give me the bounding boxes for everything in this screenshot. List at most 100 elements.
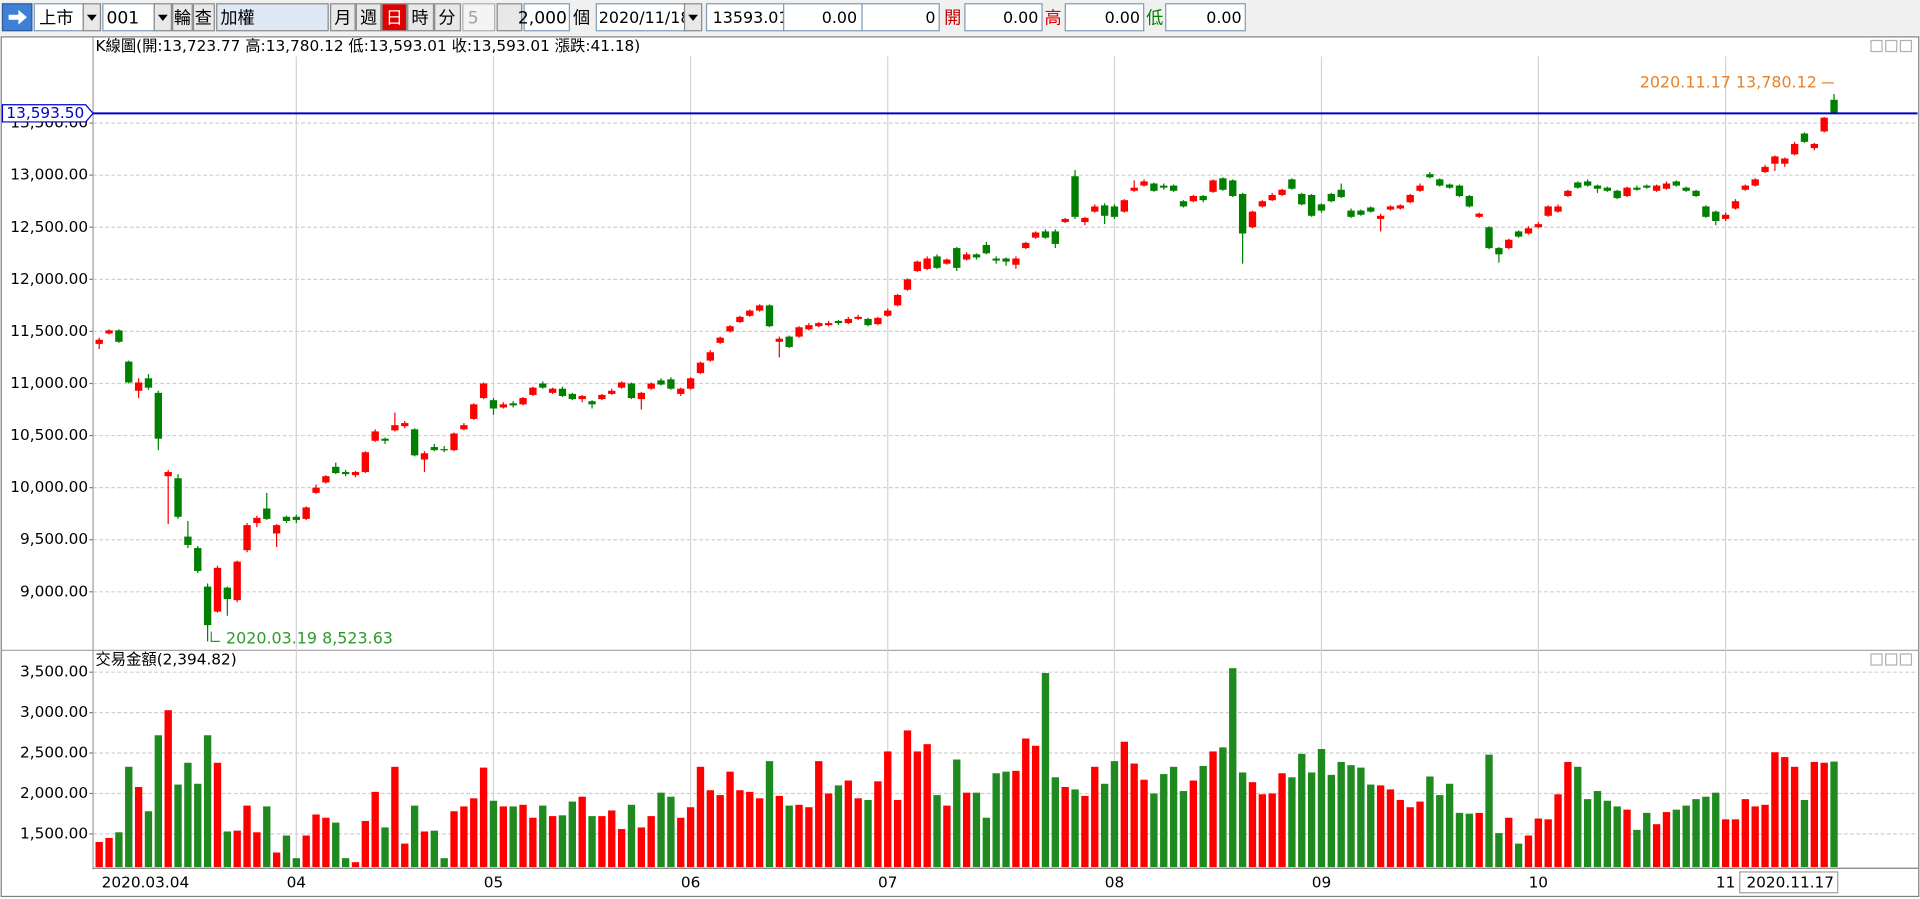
- volume-bar: [1258, 794, 1266, 868]
- candle-body: [1613, 190, 1621, 199]
- y-tick-label: 1,500.00: [20, 824, 88, 842]
- candle-body: [322, 476, 330, 483]
- panel-icon[interactable]: [1870, 653, 1883, 666]
- volume-bar: [440, 858, 448, 868]
- volume-bar: [282, 835, 291, 868]
- volume-bar: [1327, 774, 1335, 868]
- volume-bar: [1012, 770, 1020, 868]
- rotate-button[interactable]: [172, 3, 193, 32]
- period-button[interactable]: [355, 3, 382, 32]
- panel-icon[interactable]: [1899, 39, 1913, 53]
- candle-body: [1692, 190, 1700, 197]
- candle-body: [834, 320, 843, 324]
- volume-bar: [312, 814, 320, 868]
- candle-body: [1662, 183, 1671, 189]
- volume-bar: [558, 815, 567, 868]
- candle-body: [1258, 201, 1266, 207]
- volume-bar: [1416, 801, 1424, 868]
- volume-bar: [903, 730, 912, 868]
- volume-bar: [1031, 745, 1040, 868]
- panel-icon[interactable]: [1870, 39, 1883, 53]
- volume-bar: [401, 843, 409, 868]
- candle-body: [815, 323, 823, 327]
- volume-bar: [292, 858, 300, 868]
- panel-icon[interactable]: [1885, 39, 1898, 53]
- market-select[interactable]: [33, 3, 84, 32]
- period-button[interactable]: [434, 3, 462, 32]
- volume-bar: [1524, 835, 1533, 868]
- volume-bar: [489, 800, 498, 868]
- candle-body: [203, 586, 212, 626]
- volume-bar: [992, 773, 1000, 868]
- candle-body: [1633, 187, 1641, 190]
- candle-body: [617, 382, 626, 388]
- volume-bar: [598, 816, 606, 868]
- period-text: 週: [360, 8, 377, 28]
- candle-body: [1327, 193, 1335, 202]
- volume-bar: [1051, 777, 1059, 868]
- y-tick-label: 9,500.00: [20, 530, 88, 548]
- panel-icon[interactable]: [1899, 653, 1913, 666]
- candle-body: [381, 438, 389, 441]
- candle-body: [844, 318, 852, 324]
- volume-bar: [972, 792, 981, 868]
- candle-body: [1731, 201, 1740, 209]
- candle-body: [972, 254, 981, 258]
- candle-body: [194, 548, 202, 571]
- volume-bar: [746, 791, 754, 868]
- count-input[interactable]: [523, 3, 571, 32]
- candle-body: [401, 423, 409, 427]
- candle-body: [1830, 99, 1838, 114]
- annotation-bracket: [210, 631, 220, 643]
- candle-body: [1376, 215, 1385, 219]
- y-tick-label: 3,000.00: [20, 703, 88, 721]
- candle-body: [696, 362, 705, 374]
- period-text: 分: [438, 8, 455, 28]
- candle-body: [1229, 180, 1237, 197]
- candle-body: [450, 433, 458, 451]
- x-tick-label: 05: [484, 873, 503, 891]
- candle-body: [1406, 194, 1414, 203]
- volume-bar: [1091, 766, 1099, 868]
- panel-icon[interactable]: [1885, 653, 1898, 666]
- candle-body: [933, 256, 941, 268]
- candle-body: [1495, 248, 1503, 255]
- candle-body: [233, 561, 241, 601]
- blank-button[interactable]: [496, 3, 523, 32]
- period-button[interactable]: [330, 3, 356, 32]
- candle-body: [785, 336, 793, 348]
- candle-body: [588, 401, 596, 405]
- candle-body: [608, 390, 616, 394]
- candle-body: [686, 378, 695, 389]
- price-text: 13593.01: [713, 8, 789, 27]
- volume-bar: [1337, 761, 1345, 868]
- candle-body: [1051, 231, 1059, 244]
- volume-bar: [134, 787, 143, 868]
- candle-body: [253, 517, 261, 524]
- minutes-input[interactable]: [462, 3, 496, 32]
- candle-body: [1603, 187, 1611, 191]
- volume-bar: [272, 852, 281, 868]
- volume-bar: [696, 766, 705, 868]
- volume-bar: [322, 817, 330, 868]
- candle-body: [1534, 224, 1542, 228]
- volume-bar: [1179, 791, 1188, 868]
- candle-body: [470, 404, 478, 419]
- candle-body: [1524, 228, 1533, 234]
- candle-body: [134, 382, 143, 391]
- query-button[interactable]: [192, 3, 215, 32]
- period-button[interactable]: [407, 3, 435, 32]
- candle-body: [805, 325, 813, 330]
- minutes-text: 5: [468, 8, 479, 28]
- date-input[interactable]: [595, 3, 687, 32]
- volume-bar: [765, 761, 774, 868]
- period-button-active[interactable]: [381, 3, 408, 32]
- volume-bar: [1278, 773, 1286, 868]
- candle-body: [1771, 156, 1779, 164]
- low-annotation: 2020.03.19 8,523.63: [226, 628, 393, 647]
- volume-bar: [1583, 799, 1592, 868]
- candle-body: [755, 305, 764, 311]
- volume-bar: [1455, 812, 1464, 868]
- volume-bar: [775, 795, 783, 868]
- candle-body: [992, 258, 1000, 261]
